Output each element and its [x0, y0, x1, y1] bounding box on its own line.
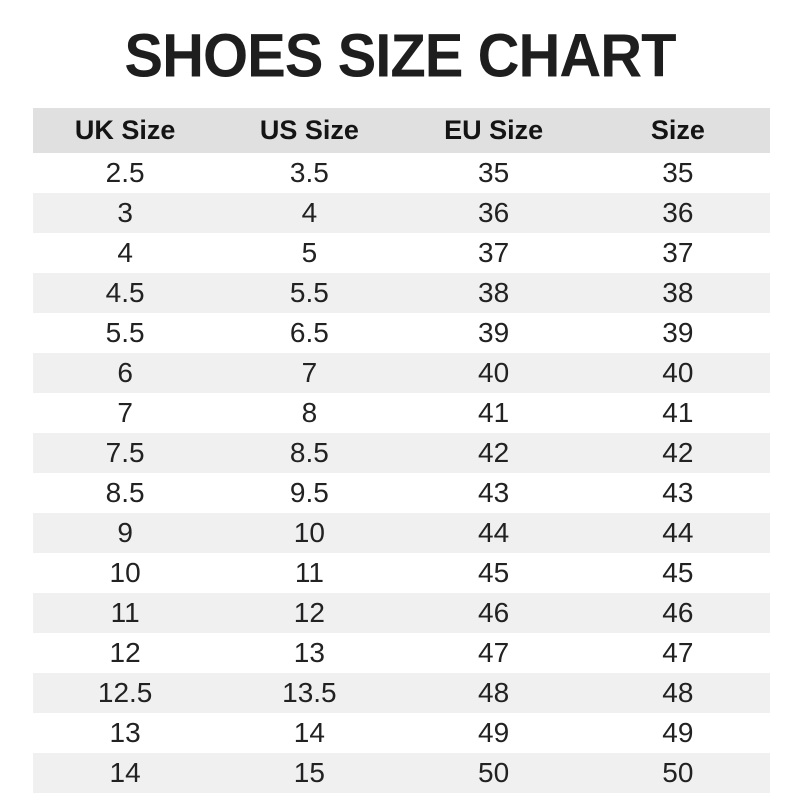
table-row: 5.5 6.5 39 39 [33, 313, 770, 353]
column-header: US Size [259, 115, 359, 145]
table-cell: 45 [478, 557, 510, 588]
table-cell: 8 [301, 397, 318, 428]
table-row: 13 14 49 49 [33, 713, 770, 753]
table-cell: 3 [117, 197, 133, 228]
table-cell: 46 [662, 597, 694, 628]
table-cell: 42 [662, 437, 694, 468]
table-cell: 46 [478, 597, 510, 628]
table-cell: 10 [109, 557, 141, 588]
table-row: 7 8 41 41 [33, 393, 770, 433]
table-row: 8.5 9.5 43 43 [33, 473, 770, 513]
table-row: 7.5 8.5 42 42 [33, 433, 770, 473]
table-cell: 43 [478, 477, 510, 508]
table-cell: 12 [109, 637, 141, 668]
table-cell: 4 [117, 237, 133, 268]
table-cell: 14 [293, 717, 325, 748]
table-cell: 41 [478, 397, 510, 428]
table-row: 4 5 37 37 [33, 233, 770, 273]
table-cell: 35 [478, 157, 510, 188]
table-cell: 7 [117, 397, 133, 428]
table-cell: 11 [110, 597, 140, 628]
table-cell: 9 [117, 517, 133, 548]
table-cell: 12.5 [97, 677, 153, 708]
table-cell: 6 [117, 357, 133, 388]
table-cell: 39 [662, 317, 694, 348]
table-row: 14 15 50 50 [33, 753, 770, 793]
table-cell: 5.5 [289, 277, 329, 308]
table-cell: 40 [662, 357, 694, 388]
table-cell: 10 [293, 517, 325, 548]
table-cell: 4.5 [105, 277, 145, 308]
table-cell: 36 [478, 197, 510, 228]
table-cell: 48 [662, 677, 694, 708]
table-row: 10 11 45 45 [33, 553, 770, 593]
table-cell: 37 [478, 237, 510, 268]
table-cell: 48 [478, 677, 510, 708]
table-row: 9 10 44 44 [33, 513, 770, 553]
table-cell: 2.5 [105, 157, 145, 188]
table-header-row: UK Size US Size EU Size Size [33, 108, 770, 153]
table-cell: 41 [662, 397, 694, 428]
table-cell: 7 [301, 357, 318, 388]
table-cell: 42 [478, 437, 510, 468]
table-cell: 35 [662, 157, 694, 188]
table-cell: 43 [662, 477, 694, 508]
shoe-size-table: UK Size US Size EU Size Size 2.5 3.5 35 35 3 4 36… [33, 108, 770, 793]
table-row: 6 7 40 40 [33, 353, 770, 393]
table-cell: 45 [662, 557, 694, 588]
table-cell: 8.5 [289, 437, 329, 468]
table-cell: 13 [293, 637, 325, 668]
table-cell: 49 [478, 717, 510, 748]
table-cell: 38 [662, 277, 694, 308]
table-body: 2.5 3.5 35 35 3 4 36 36 4 5 37 37 4.5 5.5 38 38 5.5 6.5 39… [33, 153, 770, 793]
table-cell: 5.5 [105, 317, 145, 348]
table-cell: 40 [478, 357, 510, 388]
table-cell: 50 [662, 757, 694, 788]
table-cell: 47 [478, 637, 510, 668]
column-header: Size [650, 115, 705, 145]
table-cell: 9.5 [289, 477, 329, 508]
table-cell: 44 [478, 517, 510, 548]
table-cell: 39 [478, 317, 510, 348]
table-row: 2.5 3.5 35 35 [33, 153, 770, 193]
table-cell: 5 [301, 237, 318, 268]
table-cell: 37 [662, 237, 694, 268]
column-header: UK Size [74, 115, 176, 145]
table-cell: 50 [478, 757, 510, 788]
table-row: 12 13 47 47 [33, 633, 770, 673]
table-row: 4.5 5.5 38 38 [33, 273, 770, 313]
table-cell: 11 [294, 557, 324, 588]
table-row: 12.5 13.5 48 48 [33, 673, 770, 713]
table-cell: 8.5 [105, 477, 145, 508]
table-cell: 7.5 [105, 437, 145, 468]
table-cell: 44 [662, 517, 694, 548]
table-row: 11 12 46 46 [33, 593, 770, 633]
table-cell: 15 [293, 757, 325, 788]
table-cell: 36 [662, 197, 694, 228]
table-cell: 13 [109, 717, 141, 748]
table-cell: 47 [662, 637, 694, 668]
table-cell: 3.5 [289, 157, 329, 188]
table-cell: 6.5 [289, 317, 329, 348]
table-row: 3 4 36 36 [33, 193, 770, 233]
table-cell: 38 [478, 277, 510, 308]
table-cell: 14 [109, 757, 141, 788]
page-title: SHOES SIZE CHART [124, 21, 676, 91]
table-cell: 12 [293, 597, 325, 628]
table-cell: 13.5 [282, 677, 337, 708]
column-header: EU Size [444, 115, 544, 145]
table-cell: 4 [301, 197, 318, 228]
table-cell: 49 [662, 717, 694, 748]
